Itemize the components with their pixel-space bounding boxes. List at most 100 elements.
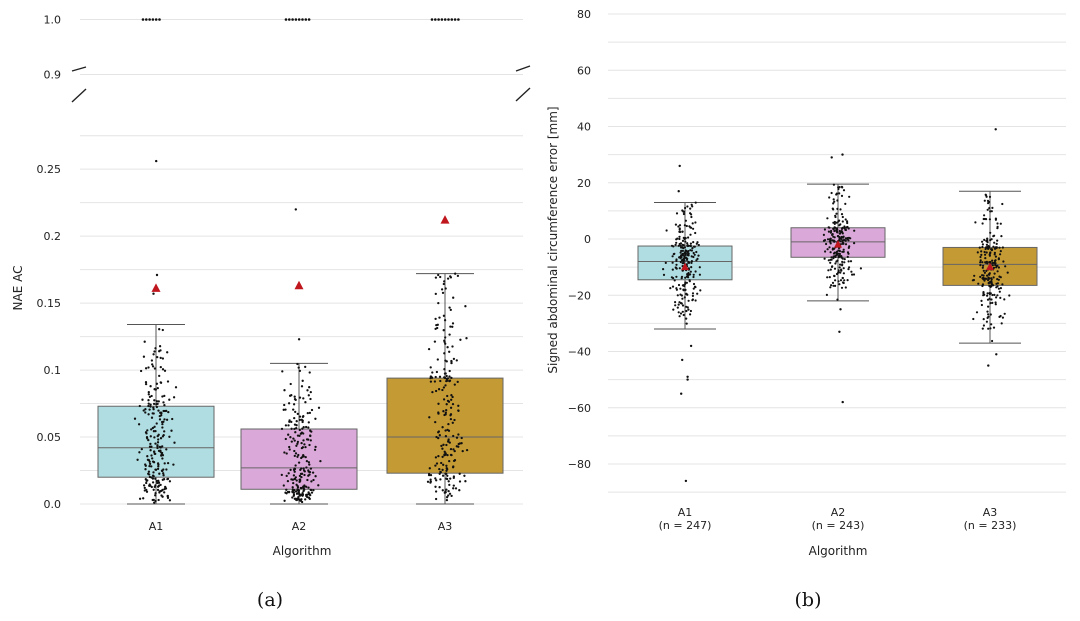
panel-a-point (149, 442, 152, 446)
panel-b-point (674, 243, 677, 246)
panel-a-point (291, 491, 294, 494)
panel-a-point (455, 359, 458, 362)
panel-a-point (427, 347, 431, 351)
panel-a-point (292, 468, 296, 472)
panel-a-point (302, 426, 305, 429)
panel-a-point (287, 402, 291, 405)
panel-b-point (694, 231, 697, 235)
panel-a-point (317, 484, 320, 487)
panel-a-point (314, 445, 317, 449)
panel-b-point (674, 223, 678, 226)
panel-b-point (991, 206, 994, 209)
panel-b-point (824, 250, 827, 253)
panel-a-point (441, 455, 444, 459)
panel-a-point (298, 478, 302, 481)
panel-a-point (296, 455, 299, 458)
panel-a-point (441, 426, 444, 429)
panel-a-point (152, 450, 156, 454)
panel-b-point (984, 253, 987, 256)
panel-a-point (152, 406, 155, 409)
panel-b-y-axis-label: Signed abdominal circumference error [mm… (546, 106, 560, 373)
panel-a-point (156, 441, 160, 444)
panel-b-point (679, 244, 682, 247)
panel-b-point (836, 298, 839, 301)
panel-b-y-tick-label: 60 (577, 64, 591, 77)
panel-a-point (150, 394, 153, 398)
panel-b-point (842, 267, 845, 270)
panel-b-point (830, 258, 833, 261)
panel-a-point (285, 488, 288, 491)
panel-a-point (283, 389, 286, 392)
panel-b-point (695, 250, 698, 254)
panel-b-point (1003, 298, 1006, 301)
panel-b-point (990, 248, 993, 251)
panel-a-point (154, 468, 158, 471)
panel-b-point (991, 259, 994, 262)
panel-a-point (297, 489, 301, 492)
panel-a-point (157, 409, 160, 412)
panel-a-point (446, 474, 449, 477)
panel-b-point (990, 298, 993, 301)
panel-a-point-at-one (301, 18, 304, 21)
panel-b-point (997, 287, 1001, 290)
panel-b-y-tick-label: −40 (568, 346, 591, 359)
panel-b-point (671, 255, 674, 258)
panel-b-point (994, 255, 998, 258)
panel-a-point (142, 409, 145, 412)
panel-b-point (829, 251, 832, 254)
panel-a-point (444, 342, 447, 345)
panel-a-point (304, 401, 307, 404)
panel-b-point (981, 327, 984, 330)
panel-a-point (428, 467, 431, 470)
panel-b-point (991, 261, 995, 265)
panel-b-point (980, 253, 983, 256)
panel-b-point (681, 230, 684, 233)
panel-b-point (680, 302, 683, 305)
panel-b-x-tick-label: A3 (983, 506, 998, 519)
panel-a-point (464, 480, 467, 483)
panel-b-point (689, 309, 693, 313)
panel-b-point (987, 315, 990, 318)
panel-a-point (310, 430, 313, 433)
panel-b-point (840, 268, 843, 271)
panel-b-point (985, 260, 989, 263)
panel-b-x-tick-sublabel: (n = 243) (812, 519, 865, 532)
panel-b-point (834, 254, 837, 257)
panel-a-point (447, 494, 450, 497)
panel-b-point (678, 256, 681, 259)
panel-b-point (992, 235, 995, 238)
panel-a-point (296, 412, 299, 416)
panel-b-point (999, 314, 1002, 318)
panel-a-point (305, 485, 308, 488)
panel-b-point (685, 281, 689, 284)
panel-b-point (989, 313, 992, 316)
panel-a-point (287, 472, 290, 475)
panel-a-y-tick-label: 0.0 (44, 498, 62, 511)
panel-a-point (461, 449, 464, 453)
panel-a-point (298, 415, 302, 418)
panel-a-point (146, 458, 150, 461)
panel-b-point (693, 245, 696, 248)
panel-b-point (846, 221, 849, 225)
panel-a-point (161, 469, 164, 473)
panel-b-point (830, 284, 833, 287)
panel-b-point (984, 247, 987, 251)
panel-a-point (158, 345, 162, 348)
panel-a-point (297, 453, 300, 457)
panel-b-point (837, 187, 840, 191)
panel-b-point (848, 245, 851, 248)
panel-a-point (148, 464, 151, 468)
panel-b-point (986, 310, 989, 313)
panel-a-point (164, 486, 167, 489)
panel-b-point (1003, 312, 1006, 315)
panel-a-point (299, 486, 303, 490)
panel-a-point (299, 472, 303, 476)
panel-b-point (837, 239, 841, 242)
panel-b-point (690, 260, 694, 263)
panel-a-point (307, 469, 310, 472)
panel-b-point (999, 296, 1002, 299)
panel-b-point (682, 284, 686, 287)
panel-a-point (161, 457, 164, 460)
panel-a-point (454, 272, 457, 275)
panel-a-point-at-one (141, 18, 145, 21)
